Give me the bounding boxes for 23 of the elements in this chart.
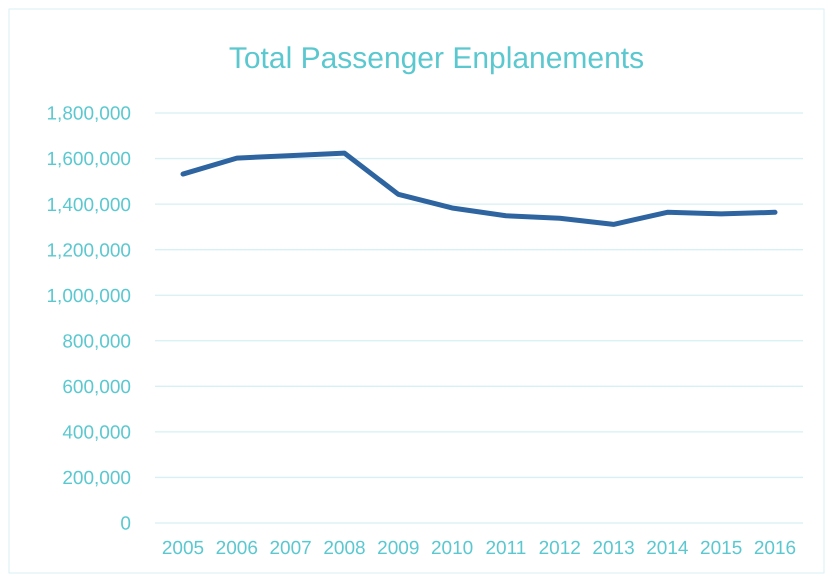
- y-tick-label: 800,000: [62, 331, 131, 352]
- y-tick-label: 1,200,000: [46, 240, 131, 262]
- y-tick-label: 1,800,000: [46, 104, 131, 125]
- y-tick-label: 1,600,000: [46, 149, 131, 170]
- y-tick-label: 200,000: [62, 468, 131, 490]
- y-tick-label: 0: [120, 514, 131, 535]
- x-tick-label: 2010: [430, 538, 474, 559]
- x-tick-label: 2009: [377, 538, 420, 559]
- y-tick-label: 1,400,000: [46, 194, 131, 216]
- x-tick-label: 2011: [485, 538, 526, 559]
- x-tick-label: 2007: [269, 538, 312, 559]
- x-tick-label: 2015: [700, 538, 742, 559]
- x-tick-label: 2012: [538, 538, 581, 559]
- y-tick-label: 400,000: [62, 422, 131, 444]
- y-tick-label: 1,000,000: [46, 286, 131, 307]
- x-tick-label: 2005: [162, 538, 204, 559]
- x-tick-label: 2006: [216, 538, 258, 559]
- x-tick-label: 2008: [323, 538, 366, 559]
- x-tick-label: 2016: [754, 538, 796, 559]
- x-tick-label: 2013: [592, 538, 635, 559]
- chart-title: Total Passenger Enplanements: [228, 42, 644, 75]
- x-tick-label: 2014: [646, 538, 689, 559]
- y-tick-label: 600,000: [62, 376, 131, 398]
